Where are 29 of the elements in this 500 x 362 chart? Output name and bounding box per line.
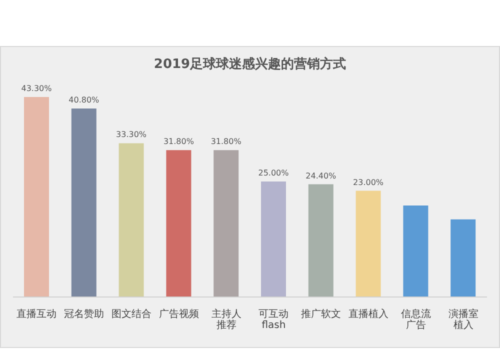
- x-tick-label: 图文结合: [112, 308, 152, 320]
- data-label: 24.40%: [306, 171, 337, 180]
- bar: [403, 206, 428, 297]
- bar: [261, 182, 286, 297]
- x-tick-label: 可互动flash: [258, 309, 289, 331]
- x-tick-label: 冠名赞助: [64, 308, 104, 320]
- bar: [308, 184, 334, 297]
- bar: [166, 150, 192, 297]
- bar: [356, 190, 381, 297]
- data-label: 31.80%: [210, 137, 242, 146]
- bar: [118, 143, 144, 297]
- x-tick-label: 直播互动: [16, 308, 57, 320]
- x-tick-label: 直播植入: [348, 308, 388, 320]
- chart-title: 2019足球球迷感兴趣的营销方式: [152, 56, 348, 73]
- data-label: 40.80%: [68, 96, 100, 105]
- data-label: 25.00%: [258, 168, 290, 178]
- data-label: 31.80%: [163, 137, 194, 146]
- bar: [71, 108, 96, 297]
- data-label: 23.00%: [353, 178, 384, 187]
- x-tick-label: 主持人推荐: [211, 308, 242, 331]
- bar: [214, 150, 239, 297]
- bar: [24, 97, 49, 297]
- x-tick-label: 广告视频: [158, 308, 199, 320]
- x-tick-label: 演播室植入: [448, 308, 478, 331]
- data-label: 33.30%: [116, 130, 147, 140]
- x-tick-label: 信息流广告: [400, 308, 431, 331]
- data-label: 43.30%: [21, 84, 52, 93]
- x-tick-label: 推广软文: [301, 308, 342, 320]
- bar: [450, 219, 476, 297]
